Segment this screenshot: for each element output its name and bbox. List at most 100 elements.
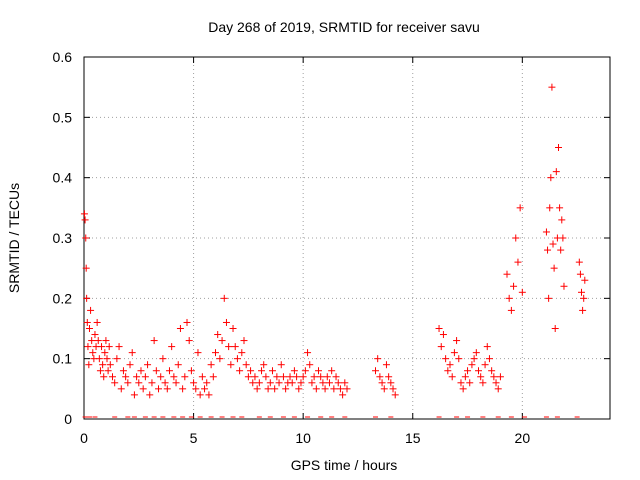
data-point (260, 361, 268, 369)
data-point (332, 373, 340, 381)
data-point (115, 343, 123, 351)
data-point (490, 373, 498, 381)
data-point (181, 373, 189, 381)
data-point (251, 373, 259, 381)
data-point (468, 361, 476, 369)
data-point (442, 355, 450, 363)
data-point (293, 373, 301, 381)
data-point (507, 306, 515, 314)
data-point (382, 361, 390, 369)
data-point (315, 367, 323, 375)
data-point (214, 331, 222, 339)
chart-title: Day 268 of 2019, SRMTID for receiver sav… (208, 19, 480, 35)
data-point (227, 361, 235, 369)
data-point (183, 318, 191, 326)
data-point (306, 361, 314, 369)
data-point (470, 355, 478, 363)
data-point (464, 367, 472, 375)
y-axis-label: SRMTID / TECUs (6, 183, 22, 293)
data-point (111, 379, 119, 387)
data-point (271, 385, 279, 393)
data-point (481, 361, 489, 369)
data-point (225, 343, 233, 351)
x-tick-label: 20 (515, 430, 531, 446)
data-point (203, 379, 211, 387)
data-point (238, 349, 246, 357)
data-point (122, 373, 130, 381)
data-point (117, 385, 125, 393)
data-point (168, 343, 176, 351)
data-point (551, 325, 559, 332)
data-point (512, 234, 520, 242)
data-point (209, 373, 217, 381)
data-point (155, 385, 163, 393)
data-point (222, 318, 230, 326)
x-tick-label: 15 (405, 430, 421, 446)
data-point (94, 337, 102, 345)
data-point (100, 373, 108, 381)
data-point (216, 355, 224, 363)
data-point (514, 258, 522, 266)
data-point (262, 373, 270, 381)
data-point (492, 379, 500, 387)
data-point (542, 228, 550, 236)
data-point (575, 258, 583, 266)
data-point (146, 391, 154, 399)
data-point (549, 240, 557, 248)
data-point (196, 391, 204, 399)
data-point (148, 379, 156, 387)
data-point (113, 355, 121, 363)
data-point (192, 385, 200, 393)
data-point (137, 367, 145, 375)
y-tick-label: 0.2 (53, 290, 73, 306)
data-point (581, 276, 589, 284)
data-point (277, 361, 285, 369)
data-point (459, 385, 467, 393)
data-point (108, 373, 116, 381)
data-point (218, 337, 226, 345)
data-point (437, 343, 445, 351)
data-point (231, 343, 239, 351)
data-point (161, 379, 169, 387)
data-point (85, 361, 93, 369)
data-point (282, 385, 290, 393)
data-point (371, 367, 379, 375)
data-point (187, 367, 195, 375)
data-point (548, 83, 556, 91)
data-point (435, 325, 443, 332)
data-point (264, 385, 272, 393)
data-point (99, 361, 107, 369)
data-point (207, 361, 215, 369)
data-point (253, 385, 261, 393)
data-point (229, 325, 237, 332)
data-point (518, 288, 526, 296)
data-point (170, 373, 178, 381)
y-tick-label: 0.3 (53, 230, 73, 246)
data-point (96, 367, 104, 375)
data-point (157, 373, 165, 381)
data-point (516, 204, 524, 212)
data-point (80, 210, 88, 218)
data-point (236, 367, 244, 375)
data-point (273, 373, 281, 381)
data-point (268, 367, 276, 375)
data-point (130, 391, 138, 399)
data-point (580, 294, 588, 302)
data-point (83, 294, 91, 302)
data-point (439, 331, 447, 339)
data-point (544, 246, 552, 254)
data-point (88, 337, 96, 345)
data-point (185, 337, 193, 345)
data-point (343, 385, 351, 393)
data-point (295, 385, 303, 393)
data-point (579, 306, 587, 314)
data-point (87, 306, 95, 314)
data-point (339, 391, 347, 399)
data-point (258, 367, 266, 375)
data-point (139, 385, 147, 393)
data-point (279, 373, 287, 381)
data-point (93, 318, 101, 326)
data-point (165, 367, 173, 375)
data-point (119, 367, 127, 375)
data-point (380, 385, 388, 393)
